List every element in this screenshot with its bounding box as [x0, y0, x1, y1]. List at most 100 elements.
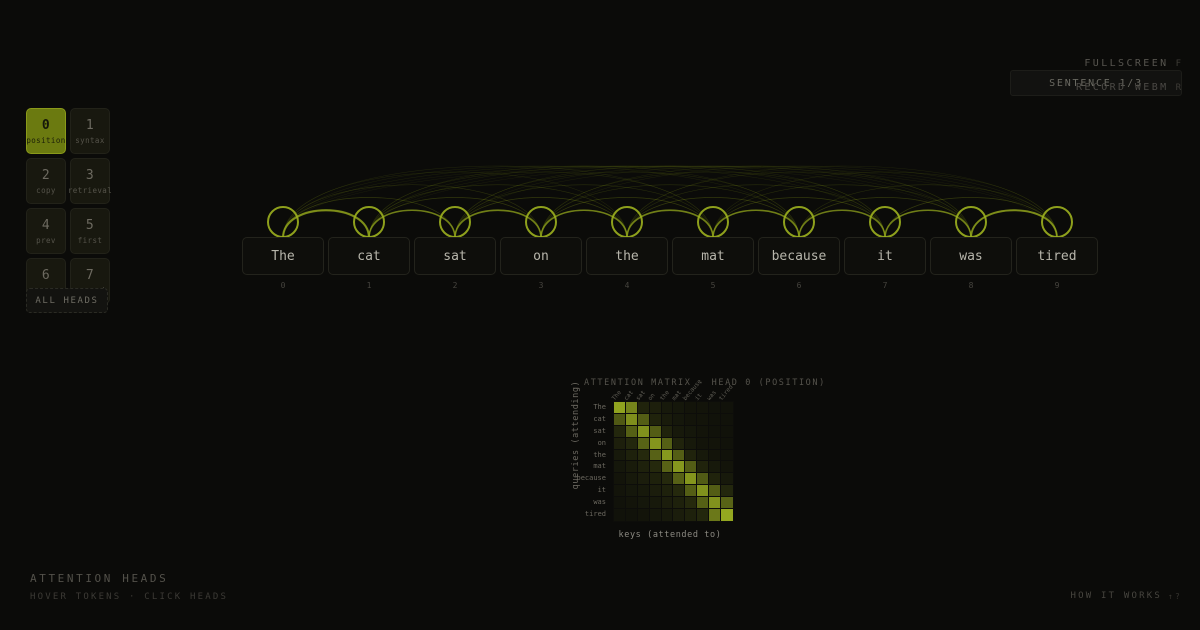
sentence-selector[interactable]: SENTENCE 1/3 — [1010, 70, 1182, 96]
matrix-cell-3-3[interactable] — [648, 436, 663, 451]
matrix-cell-9-9[interactable] — [720, 508, 734, 522]
matrix-cell-3-8[interactable] — [708, 436, 723, 451]
matrix-cell-0-9[interactable] — [720, 401, 734, 415]
matrix-cell-7-0[interactable] — [613, 484, 627, 499]
matrix-cell-3-5[interactable] — [672, 436, 687, 451]
matrix-cell-4-7[interactable] — [696, 448, 711, 463]
matrix-cell-7-7[interactable] — [696, 484, 711, 499]
matrix-cell-1-5[interactable] — [672, 412, 687, 427]
matrix-cell-5-4[interactable] — [660, 460, 675, 475]
head-button-5[interactable]: 5 first — [70, 208, 110, 254]
matrix-cell-6-5[interactable] — [672, 472, 687, 487]
token-5[interactable]: mat — [672, 237, 754, 275]
matrix-cell-7-4[interactable] — [660, 484, 675, 499]
token-1[interactable]: cat — [328, 237, 410, 275]
matrix-cell-6-0[interactable] — [613, 472, 627, 487]
token-0[interactable]: The — [242, 237, 324, 275]
matrix-cell-1-2[interactable] — [636, 412, 651, 427]
matrix-cell-5-3[interactable] — [648, 460, 663, 475]
matrix-cell-7-9[interactable] — [720, 484, 734, 499]
matrix-cell-7-5[interactable] — [672, 484, 687, 499]
token-6[interactable]: because — [758, 237, 840, 275]
matrix-cell-5-6[interactable] — [684, 460, 699, 475]
matrix-cell-8-9[interactable] — [720, 496, 734, 511]
matrix-cell-4-1[interactable] — [624, 448, 639, 463]
matrix-cell-2-4[interactable] — [660, 424, 675, 439]
matrix-cell-4-6[interactable] — [684, 448, 699, 463]
matrix-cell-8-8[interactable] — [708, 496, 723, 511]
matrix-cell-3-2[interactable] — [636, 436, 651, 451]
matrix-cell-0-0[interactable] — [613, 401, 627, 415]
matrix-cell-2-6[interactable] — [684, 424, 699, 439]
matrix-cell-6-4[interactable] — [660, 472, 675, 487]
matrix-cell-6-6[interactable] — [684, 472, 699, 487]
matrix-cell-7-8[interactable] — [708, 484, 723, 499]
token-9[interactable]: tired — [1016, 237, 1098, 275]
matrix-cell-9-0[interactable] — [613, 508, 627, 522]
matrix-cell-1-6[interactable] — [684, 412, 699, 427]
head-button-0[interactable]: 0 position — [26, 108, 66, 154]
matrix-cell-2-7[interactable] — [696, 424, 711, 439]
matrix-cell-5-0[interactable] — [613, 460, 627, 475]
matrix-cell-0-3[interactable] — [648, 401, 663, 415]
how-it-works-link[interactable]: HOW IT WORKS ↑? — [1071, 591, 1182, 601]
matrix-cell-8-5[interactable] — [672, 496, 687, 511]
matrix-cell-5-5[interactable] — [672, 460, 687, 475]
matrix-cell-9-1[interactable] — [624, 508, 639, 522]
matrix-cell-6-2[interactable] — [636, 472, 651, 487]
token-8[interactable]: was — [930, 237, 1012, 275]
matrix-cell-4-2[interactable] — [636, 448, 651, 463]
token-7[interactable]: it — [844, 237, 926, 275]
matrix-cell-6-1[interactable] — [624, 472, 639, 487]
matrix-cell-6-8[interactable] — [708, 472, 723, 487]
head-button-4[interactable]: 4 prev — [26, 208, 66, 254]
head-button-1[interactable]: 1 syntax — [70, 108, 110, 154]
matrix-cell-4-4[interactable] — [660, 448, 675, 463]
matrix-cell-0-5[interactable] — [672, 401, 687, 415]
matrix-cell-3-6[interactable] — [684, 436, 699, 451]
matrix-cell-8-7[interactable] — [696, 496, 711, 511]
matrix-cell-3-1[interactable] — [624, 436, 639, 451]
head-button-2[interactable]: 2 copy — [26, 158, 66, 204]
matrix-cell-5-1[interactable] — [624, 460, 639, 475]
matrix-cell-4-9[interactable] — [720, 448, 734, 463]
matrix-cell-1-3[interactable] — [648, 412, 663, 427]
matrix-cell-2-5[interactable] — [672, 424, 687, 439]
matrix-cell-5-2[interactable] — [636, 460, 651, 475]
matrix-cell-3-0[interactable] — [613, 436, 627, 451]
matrix-cell-0-8[interactable] — [708, 401, 723, 415]
matrix-cell-1-4[interactable] — [660, 412, 675, 427]
matrix-cell-8-1[interactable] — [624, 496, 639, 511]
matrix-cell-8-6[interactable] — [684, 496, 699, 511]
matrix-cell-3-4[interactable] — [660, 436, 675, 451]
matrix-cell-7-6[interactable] — [684, 484, 699, 499]
matrix-cell-9-3[interactable] — [648, 508, 663, 522]
head-button-3[interactable]: 3 retrieval — [68, 158, 112, 204]
matrix-cell-0-1[interactable] — [624, 401, 639, 415]
matrix-cell-4-5[interactable] — [672, 448, 687, 463]
matrix-cell-3-9[interactable] — [720, 436, 734, 451]
matrix-cell-0-6[interactable] — [684, 401, 699, 415]
matrix-cell-8-0[interactable] — [613, 496, 627, 511]
token-4[interactable]: the — [586, 237, 668, 275]
fullscreen-button[interactable]: FULLSCREEN F — [1010, 58, 1182, 69]
matrix-cell-5-7[interactable] — [696, 460, 711, 475]
matrix-cell-5-8[interactable] — [708, 460, 723, 475]
matrix-cell-2-8[interactable] — [708, 424, 723, 439]
matrix-cell-6-9[interactable] — [720, 472, 734, 487]
matrix-cell-5-9[interactable] — [720, 460, 734, 475]
matrix-cell-1-9[interactable] — [720, 412, 734, 427]
matrix-cell-8-4[interactable] — [660, 496, 675, 511]
matrix-cell-4-8[interactable] — [708, 448, 723, 463]
matrix-cell-0-7[interactable] — [696, 401, 711, 415]
matrix-cell-7-2[interactable] — [636, 484, 651, 499]
matrix-cell-9-8[interactable] — [708, 508, 723, 522]
matrix-cell-2-9[interactable] — [720, 424, 734, 439]
matrix-cell-2-1[interactable] — [624, 424, 639, 439]
matrix-cell-9-6[interactable] — [684, 508, 699, 522]
matrix-cell-2-3[interactable] — [648, 424, 663, 439]
matrix-cell-6-3[interactable] — [648, 472, 663, 487]
all-heads-button[interactable]: ALL HEADS — [26, 288, 108, 313]
matrix-cell-4-3[interactable] — [648, 448, 663, 463]
matrix-cell-9-2[interactable] — [636, 508, 651, 522]
